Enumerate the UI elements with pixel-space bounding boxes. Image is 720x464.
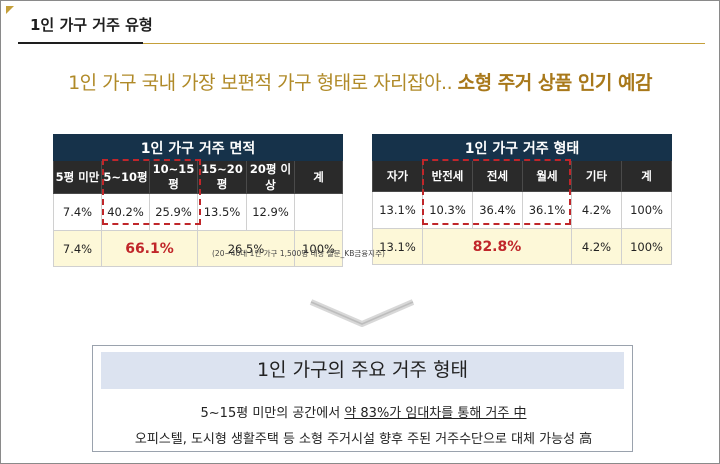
area-header: 20평 이상 [246,160,295,194]
corner-mark [6,6,14,14]
area-header: 10~15평 [149,160,198,194]
area-value: 13.5% [197,193,247,231]
type-table-title: 1인 가구 거주 형태 [371,134,673,161]
type-header: 전세 [472,160,523,192]
type-value: 13.1% [372,191,423,229]
area-header: 5평 미만 [53,160,102,194]
type-sum: 13.1% [372,228,423,265]
source-note: (20~40대 1인 가구 1,500명 대상 설문_KB금융지주) [212,249,385,258]
type-table: 1인 가구 거주 형태 자가 반전세 전세 월세 기타 계 13.1% 10.3… [371,134,673,265]
area-header: 계 [293,160,344,194]
type-header: 자가 [372,160,423,192]
summary-title: 1인 가구의 주요 거주 형태 [101,352,624,389]
summary-box: 1인 가구의 주요 거주 형태 5~15평 미만의 공간에서 약 83%가 임대… [92,345,633,452]
summary-line-1-emphasis: 약 83%가 임대차를 통해 거주 中 [344,406,527,421]
summary-line-2: 오피스텔, 도시형 생활주택 등 소형 주거시설 향후 주된 거주수단으로 대체… [134,432,593,447]
type-highlight-box [422,159,571,225]
headline-text: 1인 가구 국내 가장 보편적 가구 형태로 자리잡아.. [68,72,458,94]
area-highlight-box [102,159,201,225]
type-sum-highlight: 82.8% [422,228,572,265]
type-value: 100% [620,191,673,229]
type-header: 월세 [522,160,572,192]
title-underline [18,42,143,44]
summary-line-1: 5~15평 미만의 공간에서 약 83%가 임대차를 통해 거주 中 [93,402,634,421]
type-sum: 100% [620,228,673,265]
area-sum: 100% [293,230,344,267]
area-table-title: 1인 가구 거주 면적 [52,134,344,161]
area-header: 15~20평 [197,160,247,194]
title-rule [143,43,705,44]
area-sum: 7.4% [53,230,102,267]
type-value: 36.4% [472,191,523,229]
area-value: 12.9% [246,193,295,231]
area-value: 7.4% [53,193,102,231]
section-title: 1인 가구 거주 유형 [30,16,153,34]
area-sum-highlight: 66.1% [101,230,198,267]
headline-emphasis: 소형 주거 상품 인기 예감 [457,72,653,94]
type-header: 계 [620,160,673,192]
type-value: 10.3% [422,191,473,229]
headline: 1인 가구 국내 가장 보편적 가구 형태로 자리잡아.. 소형 주거 상품 인… [0,68,720,95]
type-value: 4.2% [571,191,622,229]
summary-line-1-text: 5~15평 미만의 공간에서 [200,406,345,421]
chevron-down-icon [309,299,415,327]
type-value: 36.1% [522,191,572,229]
type-sum: 4.2% [571,228,622,265]
area-value [293,193,344,231]
type-header: 기타 [571,160,622,192]
